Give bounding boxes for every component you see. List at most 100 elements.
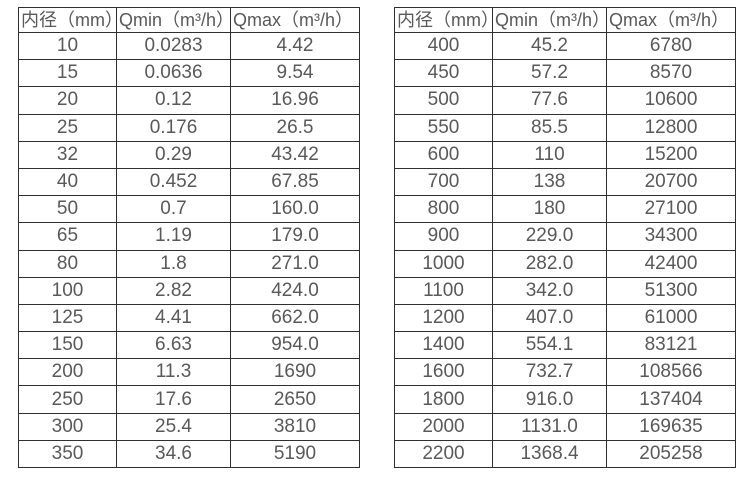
table-cell: 100 xyxy=(18,276,117,305)
table-cell: 65 xyxy=(18,222,117,251)
table-cell: 450 xyxy=(394,59,493,88)
table-cell: 282.0 xyxy=(492,249,607,278)
table-header: 内径（mm） Qmin（m³/h） Qmax（m³/h） xyxy=(18,7,360,33)
table-cell: 34.6 xyxy=(116,439,231,469)
table-cell: 4.41 xyxy=(116,303,231,333)
table-cell: 407.0 xyxy=(492,303,607,333)
table-cell: 424.0 xyxy=(230,276,360,305)
column-header: 内径（mm） xyxy=(394,7,493,33)
table-cell: 43.42 xyxy=(230,140,360,169)
table-row: 100 2.82 424.0 xyxy=(18,276,360,305)
table-row: 1000 282.0 42400 xyxy=(394,249,736,278)
table-row: 65 1.19 179.0 xyxy=(18,222,360,251)
table-cell: 3810 xyxy=(230,412,360,441)
table-cell: 150 xyxy=(18,331,117,360)
table-row: 450 57.2 8570 xyxy=(394,59,736,88)
table-cell: 8570 xyxy=(606,59,736,88)
table-cell: 27100 xyxy=(606,195,736,224)
table-row: 15 0.0636 9.54 xyxy=(18,59,360,88)
table-cell: 42400 xyxy=(606,249,736,278)
table-row: 50 0.7 160.0 xyxy=(18,195,360,224)
table-cell: 169635 xyxy=(606,412,736,441)
table-row: 10 0.0283 4.42 xyxy=(18,31,360,61)
table-cell: 2650 xyxy=(230,385,360,414)
table-cell: 0.452 xyxy=(116,167,231,197)
table-row: 300 25.4 3810 xyxy=(18,412,360,441)
table-cell: 916.0 xyxy=(492,385,607,414)
table-cell: 50 xyxy=(18,195,117,224)
column-header: 内径（mm） xyxy=(18,7,117,33)
flow-table-large-diameters: 内径（mm） Qmin（m³/h） Qmax（m³/h） 400 45.2 6780 45… xyxy=(394,7,736,469)
table-row: 32 0.29 43.42 xyxy=(18,140,360,169)
column-header: Qmin（m³/h） xyxy=(116,7,231,33)
table-cell: 600 xyxy=(394,140,493,169)
table-cell: 137404 xyxy=(606,385,736,414)
table-row: 1800 916.0 137404 xyxy=(394,385,736,414)
table-cell: 205258 xyxy=(606,439,736,469)
table-cell: 61000 xyxy=(606,303,736,333)
column-header: Qmax（m³/h） xyxy=(230,7,360,33)
table-cell: 0.0283 xyxy=(116,31,231,61)
table-cell: 662.0 xyxy=(230,303,360,333)
table-cell: 25.4 xyxy=(116,412,231,441)
table-cell: 26.5 xyxy=(230,113,360,142)
table-cell: 85.5 xyxy=(492,113,607,142)
table-cell: 350 xyxy=(18,439,117,469)
table-row: 2200 1368.4 205258 xyxy=(394,439,736,469)
table-cell: 342.0 xyxy=(492,276,607,305)
table-cell: 160.0 xyxy=(230,195,360,224)
table-cell: 16.96 xyxy=(230,86,360,115)
table-row: 40 0.452 67.85 xyxy=(18,167,360,197)
table-cell: 6780 xyxy=(606,31,736,61)
table-cell: 1600 xyxy=(394,358,493,387)
table-cell: 110 xyxy=(492,140,607,169)
table-cell: 0.7 xyxy=(116,195,231,224)
table-cell: 2.82 xyxy=(116,276,231,305)
table-cell: 500 xyxy=(394,86,493,115)
table-cell: 138 xyxy=(492,167,607,197)
table-cell: 1368.4 xyxy=(492,439,607,469)
table-cell: 0.176 xyxy=(116,113,231,142)
table-cell: 12800 xyxy=(606,113,736,142)
table-cell: 954.0 xyxy=(230,331,360,360)
flow-table-small-diameters: 内径（mm） Qmin（m³/h） Qmax（m³/h） 10 0.0283 4.42 1… xyxy=(18,7,360,469)
table-cell: 1100 xyxy=(394,276,493,305)
table-row: 400 45.2 6780 xyxy=(394,31,736,61)
table-cell: 83121 xyxy=(606,331,736,360)
table-cell: 1800 xyxy=(394,385,493,414)
table-cell: 229.0 xyxy=(492,222,607,251)
table-row: 1100 342.0 51300 xyxy=(394,276,736,305)
table-cell: 20700 xyxy=(606,167,736,197)
table-cell: 25 xyxy=(18,113,117,142)
table-cell: 1.19 xyxy=(116,222,231,251)
table-cell: 271.0 xyxy=(230,249,360,278)
table-cell: 5190 xyxy=(230,439,360,469)
table-cell: 400 xyxy=(394,31,493,61)
table-body: 400 45.2 6780 450 57.2 8570 500 77.6 10600 550 85.… xyxy=(394,31,736,469)
table-cell: 67.85 xyxy=(230,167,360,197)
table-cell: 554.1 xyxy=(492,331,607,360)
table-cell: 15 xyxy=(18,59,117,88)
table-cell: 9.54 xyxy=(230,59,360,88)
table-row: 600 110 15200 xyxy=(394,140,736,169)
table-cell: 51300 xyxy=(606,276,736,305)
table-cell: 17.6 xyxy=(116,385,231,414)
table-row: 200 11.3 1690 xyxy=(18,358,360,387)
table-cell: 0.12 xyxy=(116,86,231,115)
table-cell: 57.2 xyxy=(492,59,607,88)
table-row: 150 6.63 954.0 xyxy=(18,331,360,360)
table-cell: 1400 xyxy=(394,331,493,360)
table-cell: 1.8 xyxy=(116,249,231,278)
header-row: 内径（mm） Qmin（m³/h） Qmax（m³/h） xyxy=(18,7,360,33)
table-row: 700 138 20700 xyxy=(394,167,736,197)
table-cell: 11.3 xyxy=(116,358,231,387)
table-cell: 732.7 xyxy=(492,358,607,387)
table-row: 25 0.176 26.5 xyxy=(18,113,360,142)
table-cell: 0.0636 xyxy=(116,59,231,88)
table-cell: 2000 xyxy=(394,412,493,441)
table-cell: 200 xyxy=(18,358,117,387)
table-row: 1200 407.0 61000 xyxy=(394,303,736,333)
table-cell: 4.42 xyxy=(230,31,360,61)
table-row: 80 1.8 271.0 xyxy=(18,249,360,278)
